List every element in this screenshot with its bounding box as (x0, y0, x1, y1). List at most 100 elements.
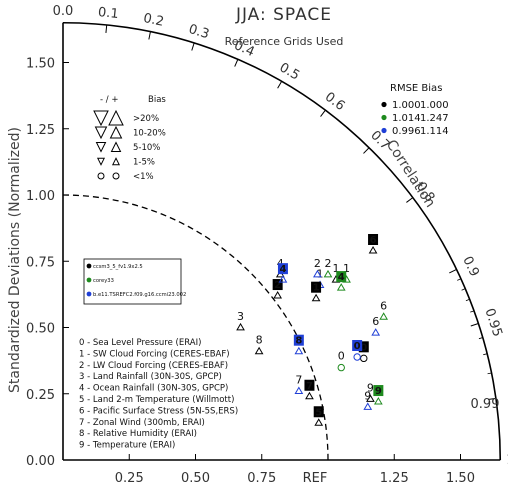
x-end-label: 1.0 (506, 453, 508, 468)
series-swatch (86, 263, 92, 269)
correlation-tick (234, 59, 239, 67)
data-point-label: 9 (375, 386, 382, 397)
correlation-tick (148, 31, 151, 40)
data-point-label: 9 (364, 389, 371, 402)
bias-key-down-triangle (95, 142, 107, 153)
data-point: 2 (323, 257, 333, 278)
series-swatch (86, 291, 92, 297)
data-point-label: 7 (295, 373, 302, 386)
data-point: 5 (313, 406, 324, 426)
x-tick-label: 1.50 (446, 471, 475, 486)
correlation-tick-label: 0.0 (53, 4, 74, 19)
data-point-label: 9 (367, 381, 374, 394)
data-point-label-box (373, 385, 384, 397)
variable-legend-item: 9 - Temperature (ERAI) (79, 441, 175, 451)
bias-key-label: 10-20% (133, 129, 166, 139)
data-point-marker (313, 269, 322, 278)
y-axis-label: Standardized Deviations (Normalized) (7, 127, 23, 393)
rmse-swatch (381, 127, 387, 134)
correlation-minor-tick (478, 337, 483, 340)
correlation-tick (363, 147, 370, 154)
y-tick-label: 0.50 (26, 322, 55, 337)
correlation-minor-tick (487, 372, 492, 375)
correlation-tick (470, 322, 479, 327)
variable-legend-item: 6 - Pacific Surface Stress (5N-5S,ERS) (79, 406, 238, 416)
data-point-label: 2 (325, 257, 332, 270)
data-point: 0 (352, 340, 363, 361)
correlation-tick-label: 0.2 (142, 11, 165, 30)
bias-key-down-triangle (94, 126, 108, 140)
bias-key-up-triangle (111, 157, 121, 166)
data-point-marker (368, 246, 378, 254)
data-point-marker (363, 402, 373, 410)
data-point-marker (360, 354, 368, 363)
data-point-label-box (293, 334, 304, 346)
rmse-swatch (381, 101, 387, 108)
variable-legend-item: 8 - Relative Humidity (ERAI) (79, 429, 197, 439)
data-point-label: 6 (370, 235, 377, 246)
correlation-tick (487, 397, 496, 400)
variable-legend-item: 4 - Ocean Rainfall (30N-30S, GPCP) (79, 384, 228, 394)
data-point-label-box (313, 406, 324, 418)
data-point-marker (353, 353, 361, 361)
correlation-arc (62, 21, 502, 461)
y-tick-label: 1.00 (26, 189, 55, 204)
rmse-swatch (381, 114, 387, 121)
data-point-label: 6 (380, 299, 387, 312)
series-name: corey33 (93, 278, 114, 284)
data-point-label: 0 (360, 342, 367, 353)
data-point-label: 2 (314, 257, 321, 270)
data-point-label: 1 (332, 262, 339, 275)
bias-key-label: <1% (133, 172, 154, 182)
series-legend-box (83, 258, 182, 305)
data-point-label-box (311, 281, 322, 293)
y-tick-label: 0.00 (26, 454, 55, 469)
data-point-marker (371, 328, 381, 336)
correlation-minor-tick (470, 310, 475, 313)
chart-title: JJA: SPACE (235, 5, 332, 25)
data-point-marker (373, 397, 383, 405)
bias-key-up-triangle (108, 109, 124, 126)
data-point: 3 (236, 310, 245, 331)
rmse-value: 1.000 (392, 100, 421, 111)
series-name: b.e11.TSREFC2.f09.g16.ccmi23.002 (93, 292, 186, 298)
data-point: 7 (294, 373, 304, 394)
reference-std-arc (62, 194, 329, 461)
rmse-table: RMSE Bias 1.000 1.000 1.014 1.247 0.996 1.114 (381, 83, 449, 137)
data-point-marker (336, 283, 346, 291)
data-point-label: 0 (338, 350, 345, 363)
bias-key-header: Bias (148, 95, 166, 105)
correlation-tick-label: 0.1 (97, 5, 119, 22)
data-point-label: 4 (338, 272, 345, 283)
data-point-label-box (352, 340, 363, 351)
data-point-label-box (368, 234, 379, 245)
axes (62, 21, 502, 461)
rmse-value: 0.996 (392, 126, 421, 137)
correlation-tick (191, 42, 195, 51)
data-point: 7 (304, 379, 315, 400)
data-point: 9 (373, 385, 384, 405)
data-points: 0001111222344456667788999 (236, 234, 389, 426)
data-point: 2 (313, 257, 322, 278)
data-point-marker (379, 312, 389, 320)
correlation-tick (406, 197, 414, 203)
correlation-tick (105, 24, 108, 33)
correlation-minor-tick (483, 353, 488, 356)
data-point-label: 5 (315, 407, 322, 418)
series-swatch (86, 277, 92, 283)
variable-legend-item: 5 - Land 2-m Temperature (Willmott) (79, 395, 234, 405)
correlation-tick-label: 0.95 (481, 307, 504, 339)
data-point-marker (254, 346, 264, 355)
variable-legend-item: 1 - SW Cloud Forcing (CERES-EBAF) (79, 349, 230, 359)
data-point-label: 6 (372, 315, 379, 328)
data-point-label-box (336, 271, 347, 283)
bias-key-down-triangle (96, 157, 106, 166)
rmse-header: RMSE Bias (390, 83, 442, 94)
data-point-marker (314, 418, 324, 426)
correlation-tick-label: 0.3 (187, 22, 211, 43)
data-point-marker (323, 269, 333, 278)
bias-key-up-triangle (110, 141, 122, 152)
y-tick-label: 0.75 (26, 255, 55, 270)
reference-arc (62, 194, 329, 461)
